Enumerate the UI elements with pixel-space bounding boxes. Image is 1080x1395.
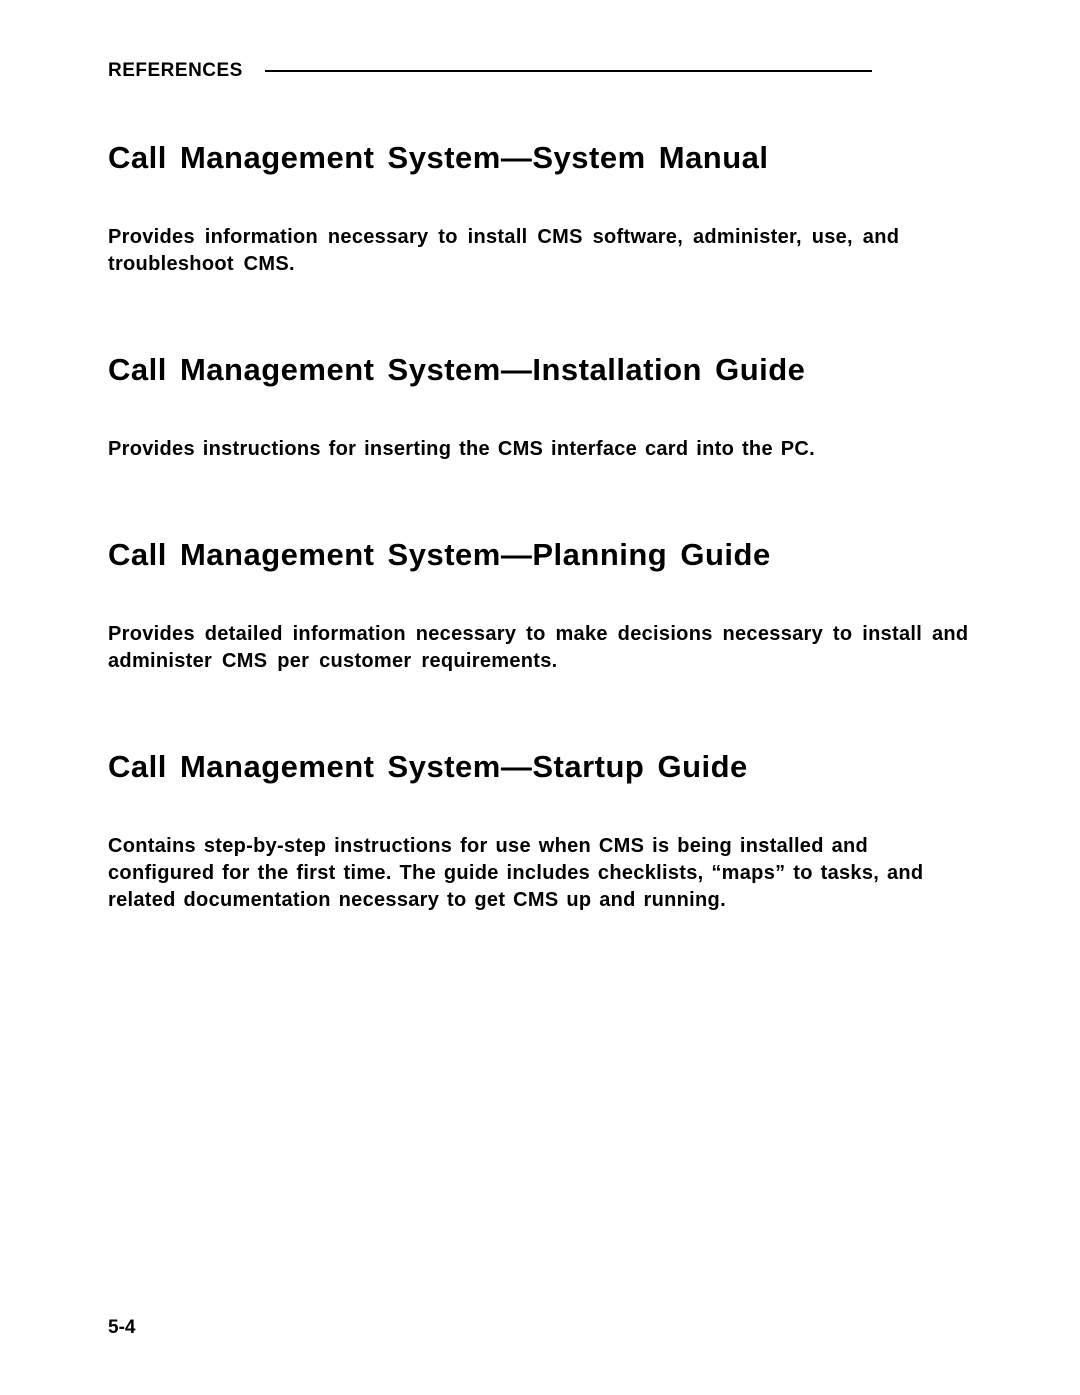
- section-heading: Call Management System—Startup Guide: [108, 749, 972, 785]
- section-body: Contains step-by-step instructions for u…: [108, 833, 972, 914]
- section-heading: Call Management System—Planning Guide: [108, 537, 972, 573]
- section-startup-guide: Call Management System—Startup Guide Con…: [108, 749, 972, 914]
- section-body: Provides instructions for inserting the …: [108, 436, 972, 463]
- section-heading: Call Management System—Installation Guid…: [108, 352, 972, 388]
- page-number: 5-4: [108, 1317, 135, 1339]
- section-planning-guide: Call Management System—Planning Guide Pr…: [108, 537, 972, 675]
- header-label: REFERENCES: [108, 60, 243, 82]
- section-system-manual: Call Management System—System Manual Pro…: [108, 140, 972, 278]
- section-installation-guide: Call Management System—Installation Guid…: [108, 352, 972, 463]
- section-heading: Call Management System—System Manual: [108, 140, 972, 176]
- page-header: REFERENCES: [108, 60, 972, 82]
- section-body: Provides detailed information necessary …: [108, 621, 972, 675]
- header-rule: [265, 70, 872, 72]
- section-body: Provides information necessary to instal…: [108, 224, 972, 278]
